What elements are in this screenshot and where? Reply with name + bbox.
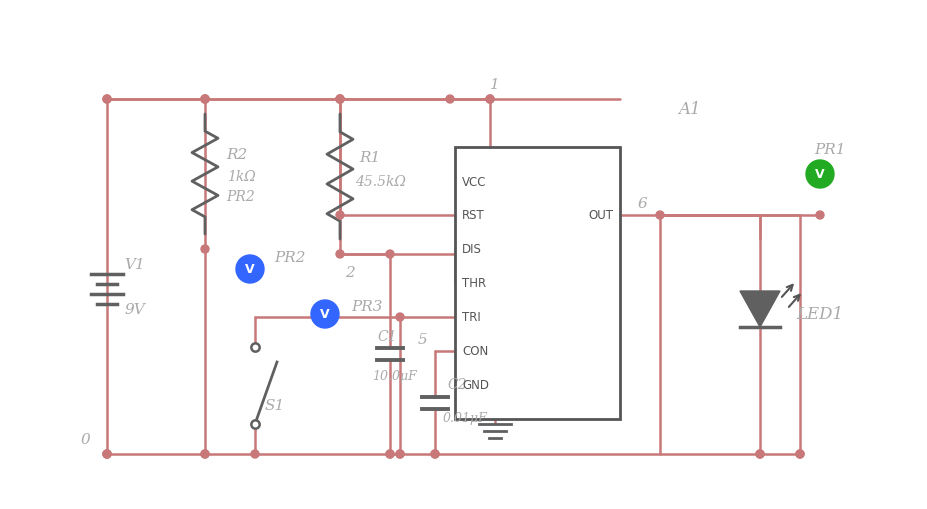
Circle shape (201, 96, 209, 104)
Circle shape (795, 450, 803, 458)
Circle shape (103, 450, 111, 458)
Circle shape (103, 450, 111, 458)
Text: 1: 1 (489, 78, 500, 92)
Text: 5: 5 (418, 332, 427, 346)
Text: C2: C2 (447, 378, 466, 392)
Text: V: V (814, 168, 824, 181)
Circle shape (250, 450, 259, 458)
Text: TRI: TRI (462, 311, 480, 324)
Text: RST: RST (462, 209, 484, 222)
Circle shape (396, 450, 403, 458)
Text: 2: 2 (345, 266, 354, 279)
Circle shape (103, 450, 111, 458)
Circle shape (806, 161, 833, 189)
Text: 0.01μF: 0.01μF (442, 411, 487, 424)
Circle shape (201, 450, 209, 458)
Circle shape (336, 212, 344, 219)
Circle shape (336, 96, 344, 104)
Text: PR2: PR2 (274, 250, 305, 265)
Circle shape (386, 450, 394, 458)
Text: V1: V1 (124, 258, 146, 271)
Text: THR: THR (462, 277, 486, 290)
Text: S1: S1 (264, 399, 285, 413)
Text: PR2: PR2 (226, 190, 255, 204)
Circle shape (756, 450, 763, 458)
Circle shape (201, 450, 209, 458)
Circle shape (336, 96, 344, 104)
Circle shape (396, 450, 403, 458)
Circle shape (235, 256, 263, 284)
Circle shape (311, 300, 338, 328)
Circle shape (201, 96, 209, 104)
Circle shape (430, 450, 438, 458)
Text: PR1: PR1 (813, 143, 844, 157)
Circle shape (103, 96, 111, 104)
Text: DIS: DIS (462, 243, 481, 256)
Text: 6: 6 (637, 196, 646, 211)
Text: 0: 0 (80, 432, 90, 446)
Bar (454, 148, 619, 419)
Polygon shape (739, 292, 780, 327)
Text: C1: C1 (377, 329, 397, 344)
Circle shape (336, 96, 344, 104)
Text: VCC: VCC (462, 175, 486, 188)
Text: LED1: LED1 (795, 306, 843, 323)
Text: V: V (245, 263, 255, 276)
Text: PR3: PR3 (351, 299, 382, 314)
Circle shape (201, 96, 209, 104)
Text: GND: GND (462, 379, 489, 392)
Circle shape (655, 212, 664, 219)
Circle shape (486, 96, 493, 104)
Text: 9V: 9V (124, 302, 146, 317)
Text: 45.5kΩ: 45.5kΩ (354, 175, 405, 189)
Circle shape (201, 245, 209, 253)
Circle shape (386, 450, 394, 458)
Text: CON: CON (462, 345, 488, 358)
Text: 10.0μF: 10.0μF (373, 370, 417, 383)
Circle shape (446, 96, 453, 104)
Circle shape (486, 96, 493, 104)
Circle shape (386, 250, 394, 259)
Text: R2: R2 (226, 148, 248, 162)
Circle shape (103, 96, 111, 104)
Circle shape (336, 250, 344, 259)
Circle shape (815, 212, 823, 219)
Circle shape (430, 450, 438, 458)
Text: A1: A1 (678, 101, 701, 118)
Circle shape (396, 314, 403, 321)
Text: V: V (320, 308, 329, 321)
Text: R1: R1 (359, 150, 380, 164)
Circle shape (756, 450, 763, 458)
Circle shape (795, 450, 803, 458)
Text: 1kΩ: 1kΩ (226, 169, 255, 184)
Text: OUT: OUT (588, 209, 613, 222)
